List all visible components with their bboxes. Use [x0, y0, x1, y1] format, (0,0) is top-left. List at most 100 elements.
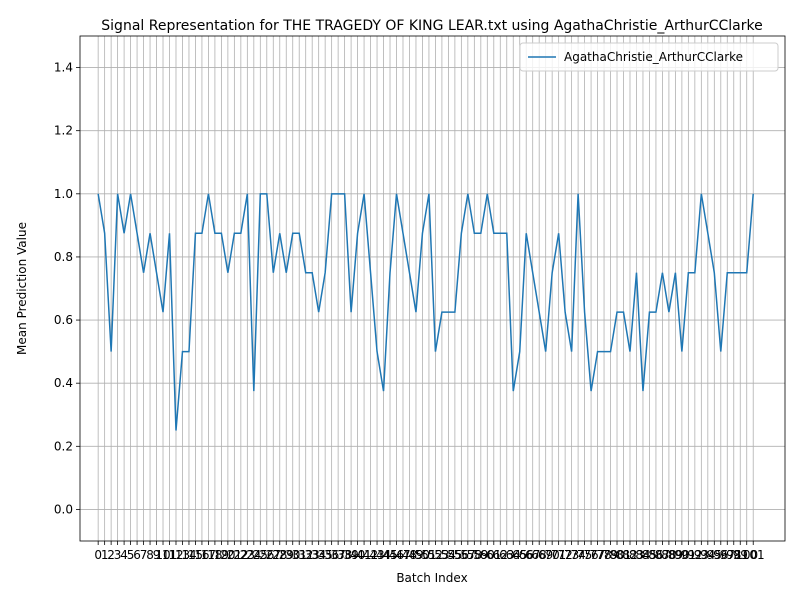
x-tick-label: 18	[207, 548, 222, 562]
x-tick-label: 72	[557, 548, 572, 562]
x-tick-label: 40	[350, 548, 365, 562]
x-tick-label: 90	[674, 548, 689, 562]
x-tick-label: 80	[609, 548, 624, 562]
x-tick-label: 29	[279, 548, 294, 562]
x-tick-label: 94	[700, 548, 715, 562]
x-tick-label: 57	[460, 548, 475, 562]
x-tick-label: 9	[153, 548, 161, 562]
x-tick-label: 84	[635, 548, 650, 562]
x-tick-label: 0	[94, 548, 102, 562]
x-tick-label: 55	[447, 548, 462, 562]
y-tick-label: 0.0	[54, 502, 73, 516]
x-tick-label: 32	[298, 548, 313, 562]
x-tick-label: 26	[259, 548, 274, 562]
x-tick-label: 76	[583, 548, 598, 562]
x-tick-label: 96	[713, 548, 728, 562]
x-tick-label: 1	[101, 548, 109, 562]
x-tick-label: 53	[434, 548, 449, 562]
y-tick-label: 1.0	[54, 187, 73, 201]
x-tick-label: 21	[227, 548, 242, 562]
x-tick-label: 46	[389, 548, 404, 562]
x-tick-label: 64	[506, 548, 521, 562]
x-tick-label: 42	[363, 548, 378, 562]
x-tick-label: 97	[720, 548, 735, 562]
x-tick-label: 59	[473, 548, 488, 562]
x-tick-label: 58	[467, 548, 482, 562]
x-tick-label: 92	[687, 548, 702, 562]
x-tick-label: 14	[181, 548, 196, 562]
y-tick-label: 0.2	[54, 439, 73, 453]
x-tick-label: 6	[133, 548, 141, 562]
x-tick-label: 25	[253, 548, 268, 562]
x-tick-label: 56	[454, 548, 469, 562]
x-tick-label: 24	[246, 548, 261, 562]
x-tick-label: 68	[532, 548, 547, 562]
x-tick-label: 43	[369, 548, 384, 562]
x-tick-label: 31	[292, 548, 307, 562]
x-tick-label: 99	[733, 548, 748, 562]
x-tick-label: 45	[382, 548, 397, 562]
x-axis-label: Batch Index	[396, 571, 467, 585]
x-tick-label: 91	[681, 548, 696, 562]
x-tick-label: 83	[629, 548, 644, 562]
x-tick-label: 35	[318, 548, 333, 562]
y-tick-label: 0.4	[54, 376, 73, 390]
x-tick-label: 70	[545, 548, 560, 562]
x-tick-label: 66	[519, 548, 534, 562]
x-tick-label: 63	[499, 548, 514, 562]
legend-label: AgathaChristie_ArthurCClarke	[564, 50, 743, 64]
x-tick-label: 87	[655, 548, 670, 562]
axes-frame	[79, 35, 786, 542]
x-tick-label: 27	[266, 548, 281, 562]
x-tick-label: 51	[421, 548, 436, 562]
x-tick-label: 17	[201, 548, 216, 562]
x-tick-label: 34	[311, 548, 326, 562]
x-tick-label: 30	[285, 548, 300, 562]
x-tick-label: 38	[337, 548, 352, 562]
line-series	[97, 193, 754, 431]
x-tick-label: 7	[140, 548, 148, 562]
x-tick-label: 73	[564, 548, 579, 562]
x-tick-label: 101	[742, 548, 765, 562]
x-tick-label: 93	[694, 548, 709, 562]
x-tick-label: 69	[538, 548, 553, 562]
x-tick-label: 12	[168, 548, 183, 562]
legend-box	[519, 42, 779, 72]
x-tick-label: 75	[577, 548, 592, 562]
x-tick-label: 79	[603, 548, 618, 562]
x-tick-label: 54	[441, 548, 456, 562]
x-tick-label: 71	[551, 548, 566, 562]
x-tick-label: 5	[127, 548, 135, 562]
x-tick-label: 44	[376, 548, 391, 562]
x-tick-label: 3	[114, 548, 122, 562]
x-tick-label: 47	[395, 548, 410, 562]
x-tick-label: 10	[155, 548, 170, 562]
x-tick-label: 2	[107, 548, 115, 562]
x-tick-label: 86	[648, 548, 663, 562]
x-tick-label: 8	[146, 548, 154, 562]
y-tick-label: 0.8	[54, 250, 73, 264]
x-tick-label: 82	[622, 548, 637, 562]
x-tick-label: 22	[233, 548, 248, 562]
x-tick-label: 33	[305, 548, 320, 562]
y-axis-label: Mean Prediction Value	[15, 222, 29, 355]
chart-title: Signal Representation for THE TRAGEDY OF…	[101, 18, 762, 34]
x-tick-label: 85	[642, 548, 657, 562]
x-tick-label: 16	[194, 548, 209, 562]
y-tick-label: 0.6	[54, 313, 73, 327]
x-tick-label: 39	[343, 548, 358, 562]
x-tick-label: 98	[726, 548, 741, 562]
x-tick-label: 78	[596, 548, 611, 562]
x-tick-label: 74	[570, 548, 585, 562]
x-tick-label: 88	[661, 548, 676, 562]
x-tick-label: 48	[402, 548, 417, 562]
x-tick-label: 20	[220, 548, 235, 562]
x-tick-label: 11	[162, 548, 177, 562]
x-tick-label: 15	[188, 548, 203, 562]
x-tick-label: 4	[120, 548, 128, 562]
x-tick-label: 36	[324, 548, 339, 562]
x-tick-label: 23	[240, 548, 255, 562]
x-tick-label: 65	[512, 548, 527, 562]
x-tick-label: 60	[480, 548, 495, 562]
